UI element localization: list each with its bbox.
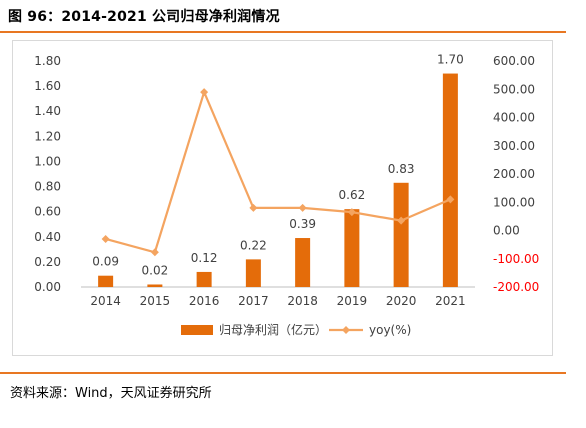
chart-svg: 0.00 0.20 0.40 0.60 0.80 1.00 1.20 1.40 1.60 1.80…	[34, 53, 539, 337]
left-axis-tick-label: 1.80	[34, 54, 61, 68]
bar	[393, 182, 409, 287]
bar-data-label: 0.39	[289, 217, 316, 231]
bar-data-label: 0.22	[240, 238, 267, 252]
top-rule	[0, 31, 566, 33]
x-axis-tick-label: 2014	[90, 294, 121, 308]
right-axis-tick-label: 200.00	[493, 167, 535, 181]
x-axis-tick-label: 2020	[386, 294, 417, 308]
bar-data-label: 0.62	[339, 188, 366, 202]
bar-data-label: 0.12	[191, 251, 218, 265]
left-axis-tick-label: 0.60	[34, 205, 61, 219]
left-axis-tick-label: 0.00	[34, 280, 61, 294]
source-note: 资料来源：Wind，天风证券研究所	[10, 386, 212, 401]
bar	[344, 209, 360, 287]
yoy-marker	[200, 88, 209, 97]
bar	[245, 259, 261, 287]
right-axis-tick-label: 100.00	[493, 195, 535, 209]
bar-data-label: 0.02	[142, 263, 169, 277]
right-axis-tick-label: 600.00	[493, 54, 535, 68]
right-axis-tick-label: -100.00	[493, 252, 539, 266]
right-axis-tick-label: 400.00	[493, 111, 535, 125]
chart-frame: 0.00 0.20 0.40 0.60 0.80 1.00 1.20 1.40 1.60 1.80…	[12, 40, 553, 356]
bar	[295, 238, 311, 287]
yoy-marker	[298, 203, 307, 212]
figure-title: 图 96：2014-2021 公司归母净利润情况	[8, 9, 280, 25]
yoy-marker	[446, 195, 455, 204]
yoy-line	[105, 88, 451, 254]
legend-line-label: yoy(%)	[369, 323, 411, 337]
x-axis-tick-label: 2019	[337, 294, 368, 308]
yoy-marker	[101, 234, 110, 243]
left-axis-tick-label: 0.20	[34, 255, 61, 269]
bar	[442, 73, 458, 287]
legend-line-marker	[342, 326, 350, 334]
bar-data-label: 0.09	[92, 255, 119, 269]
right-axis-tick-label: 300.00	[493, 139, 535, 153]
x-axis-tick-label: 2015	[140, 294, 171, 308]
bottom-rule	[0, 372, 566, 374]
legend-bar-swatch	[181, 325, 213, 335]
yoy-marker	[397, 216, 406, 225]
left-axis-tick-label: 1.20	[34, 129, 61, 143]
x-axis-tick-label: 2016	[189, 294, 220, 308]
right-axis-tick-label: -200.00	[493, 280, 539, 294]
bar	[98, 275, 114, 287]
x-axis-tick-label: 2021	[435, 294, 466, 308]
bar	[147, 284, 163, 287]
bar-data-label: 1.70	[437, 53, 464, 67]
x-axis-tick-label: 2018	[287, 294, 318, 308]
yoy-marker	[249, 203, 258, 212]
left-axis-tick-label: 1.00	[34, 154, 61, 168]
left-axis-tick-label: 0.40	[34, 230, 61, 244]
bar	[196, 271, 212, 287]
left-axis-tick-label: 1.40	[34, 104, 61, 118]
bar-data-label: 0.83	[388, 162, 415, 176]
yoy-marker	[347, 208, 356, 217]
right-axis-tick-label: 0.00	[493, 224, 520, 238]
yoy-marker	[150, 248, 159, 257]
x-axis-tick-label: 2017	[238, 294, 269, 308]
right-axis-tick-label: 500.00	[493, 82, 535, 96]
left-axis-tick-label: 1.60	[34, 79, 61, 93]
left-axis-tick-label: 0.80	[34, 180, 61, 194]
legend-bar-label: 归母净利润（亿元）	[219, 322, 327, 337]
